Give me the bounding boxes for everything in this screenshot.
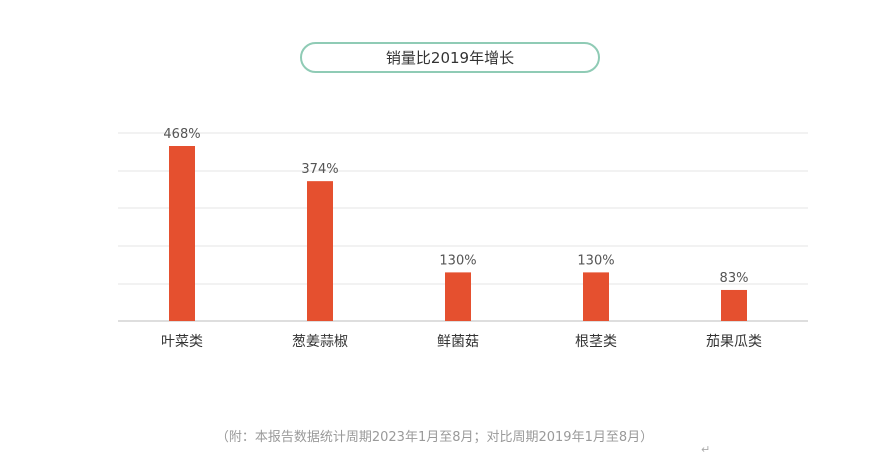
- data-label-4: 83%: [720, 271, 749, 286]
- data-label-2: 130%: [439, 253, 476, 268]
- chart-title-pill: 销量比2019年增长: [300, 42, 600, 73]
- bar-4: [721, 289, 747, 321]
- x-tick-label-2: 鲜菌菇: [437, 334, 479, 350]
- paragraph-mark: ↵: [701, 443, 711, 456]
- x-tick-label-0: 叶菜类: [161, 334, 203, 350]
- bar-2: [445, 272, 471, 321]
- data-label-3: 130%: [577, 253, 614, 268]
- chart-title: 销量比2019年增长: [385, 49, 515, 67]
- footnote: （附：本报告数据统计周期2023年1月至8月；对比周期2019年1月至8月）: [215, 430, 654, 445]
- x-tick-label-1: 葱姜蒜椒: [292, 334, 348, 350]
- bar-3: [583, 272, 609, 321]
- data-label-1: 374%: [301, 162, 338, 177]
- data-label-0: 468%: [163, 127, 200, 142]
- bar-1: [307, 181, 333, 321]
- bar-chart: 468% 叶菜类 374% 葱姜蒜椒 130% 鲜菌菇 130% 根茎类 83% 茄果瓜类: [118, 127, 808, 350]
- x-tick-label-3: 根茎类: [575, 334, 617, 350]
- bar-0: [169, 146, 195, 321]
- x-tick-label-4: 茄果瓜类: [706, 333, 762, 350]
